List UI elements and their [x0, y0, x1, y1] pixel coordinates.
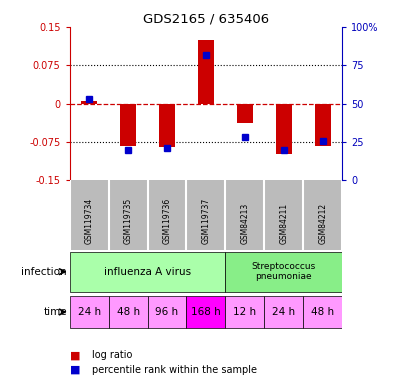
Text: percentile rank within the sample: percentile rank within the sample — [92, 365, 257, 375]
Text: 48 h: 48 h — [117, 307, 140, 317]
Text: 168 h: 168 h — [191, 307, 221, 317]
Bar — [148, 296, 187, 328]
Text: 12 h: 12 h — [233, 307, 256, 317]
Text: GSM84213: GSM84213 — [240, 203, 250, 244]
Text: ■: ■ — [70, 365, 80, 375]
Bar — [187, 296, 225, 328]
Bar — [264, 296, 303, 328]
Text: GSM119735: GSM119735 — [123, 198, 133, 244]
Text: 48 h: 48 h — [311, 307, 334, 317]
Bar — [109, 296, 148, 328]
Text: 96 h: 96 h — [156, 307, 179, 317]
Bar — [70, 296, 109, 328]
Text: influenza A virus: influenza A virus — [104, 266, 191, 277]
Text: GSM119734: GSM119734 — [85, 198, 94, 244]
Title: GDS2165 / 635406: GDS2165 / 635406 — [143, 13, 269, 26]
Bar — [276, 104, 292, 154]
Bar — [225, 252, 342, 291]
Text: GSM119736: GSM119736 — [162, 198, 172, 244]
Text: time: time — [43, 307, 67, 317]
Text: log ratio: log ratio — [92, 350, 132, 360]
Bar — [237, 104, 253, 123]
Text: Streptococcus
pneumoniae: Streptococcus pneumoniae — [252, 262, 316, 281]
Text: infection: infection — [21, 266, 67, 277]
Text: ■: ■ — [70, 350, 80, 360]
Text: GSM84212: GSM84212 — [318, 203, 327, 244]
Bar — [315, 104, 331, 146]
Text: 24 h: 24 h — [272, 307, 295, 317]
Bar — [303, 296, 342, 328]
Text: GSM119737: GSM119737 — [201, 198, 211, 244]
Bar — [81, 101, 97, 104]
Bar — [120, 104, 136, 146]
Bar — [225, 296, 264, 328]
Bar — [70, 252, 225, 291]
Text: GSM84211: GSM84211 — [279, 203, 289, 244]
Bar — [198, 40, 214, 104]
Bar — [159, 104, 175, 147]
Text: 24 h: 24 h — [78, 307, 101, 317]
